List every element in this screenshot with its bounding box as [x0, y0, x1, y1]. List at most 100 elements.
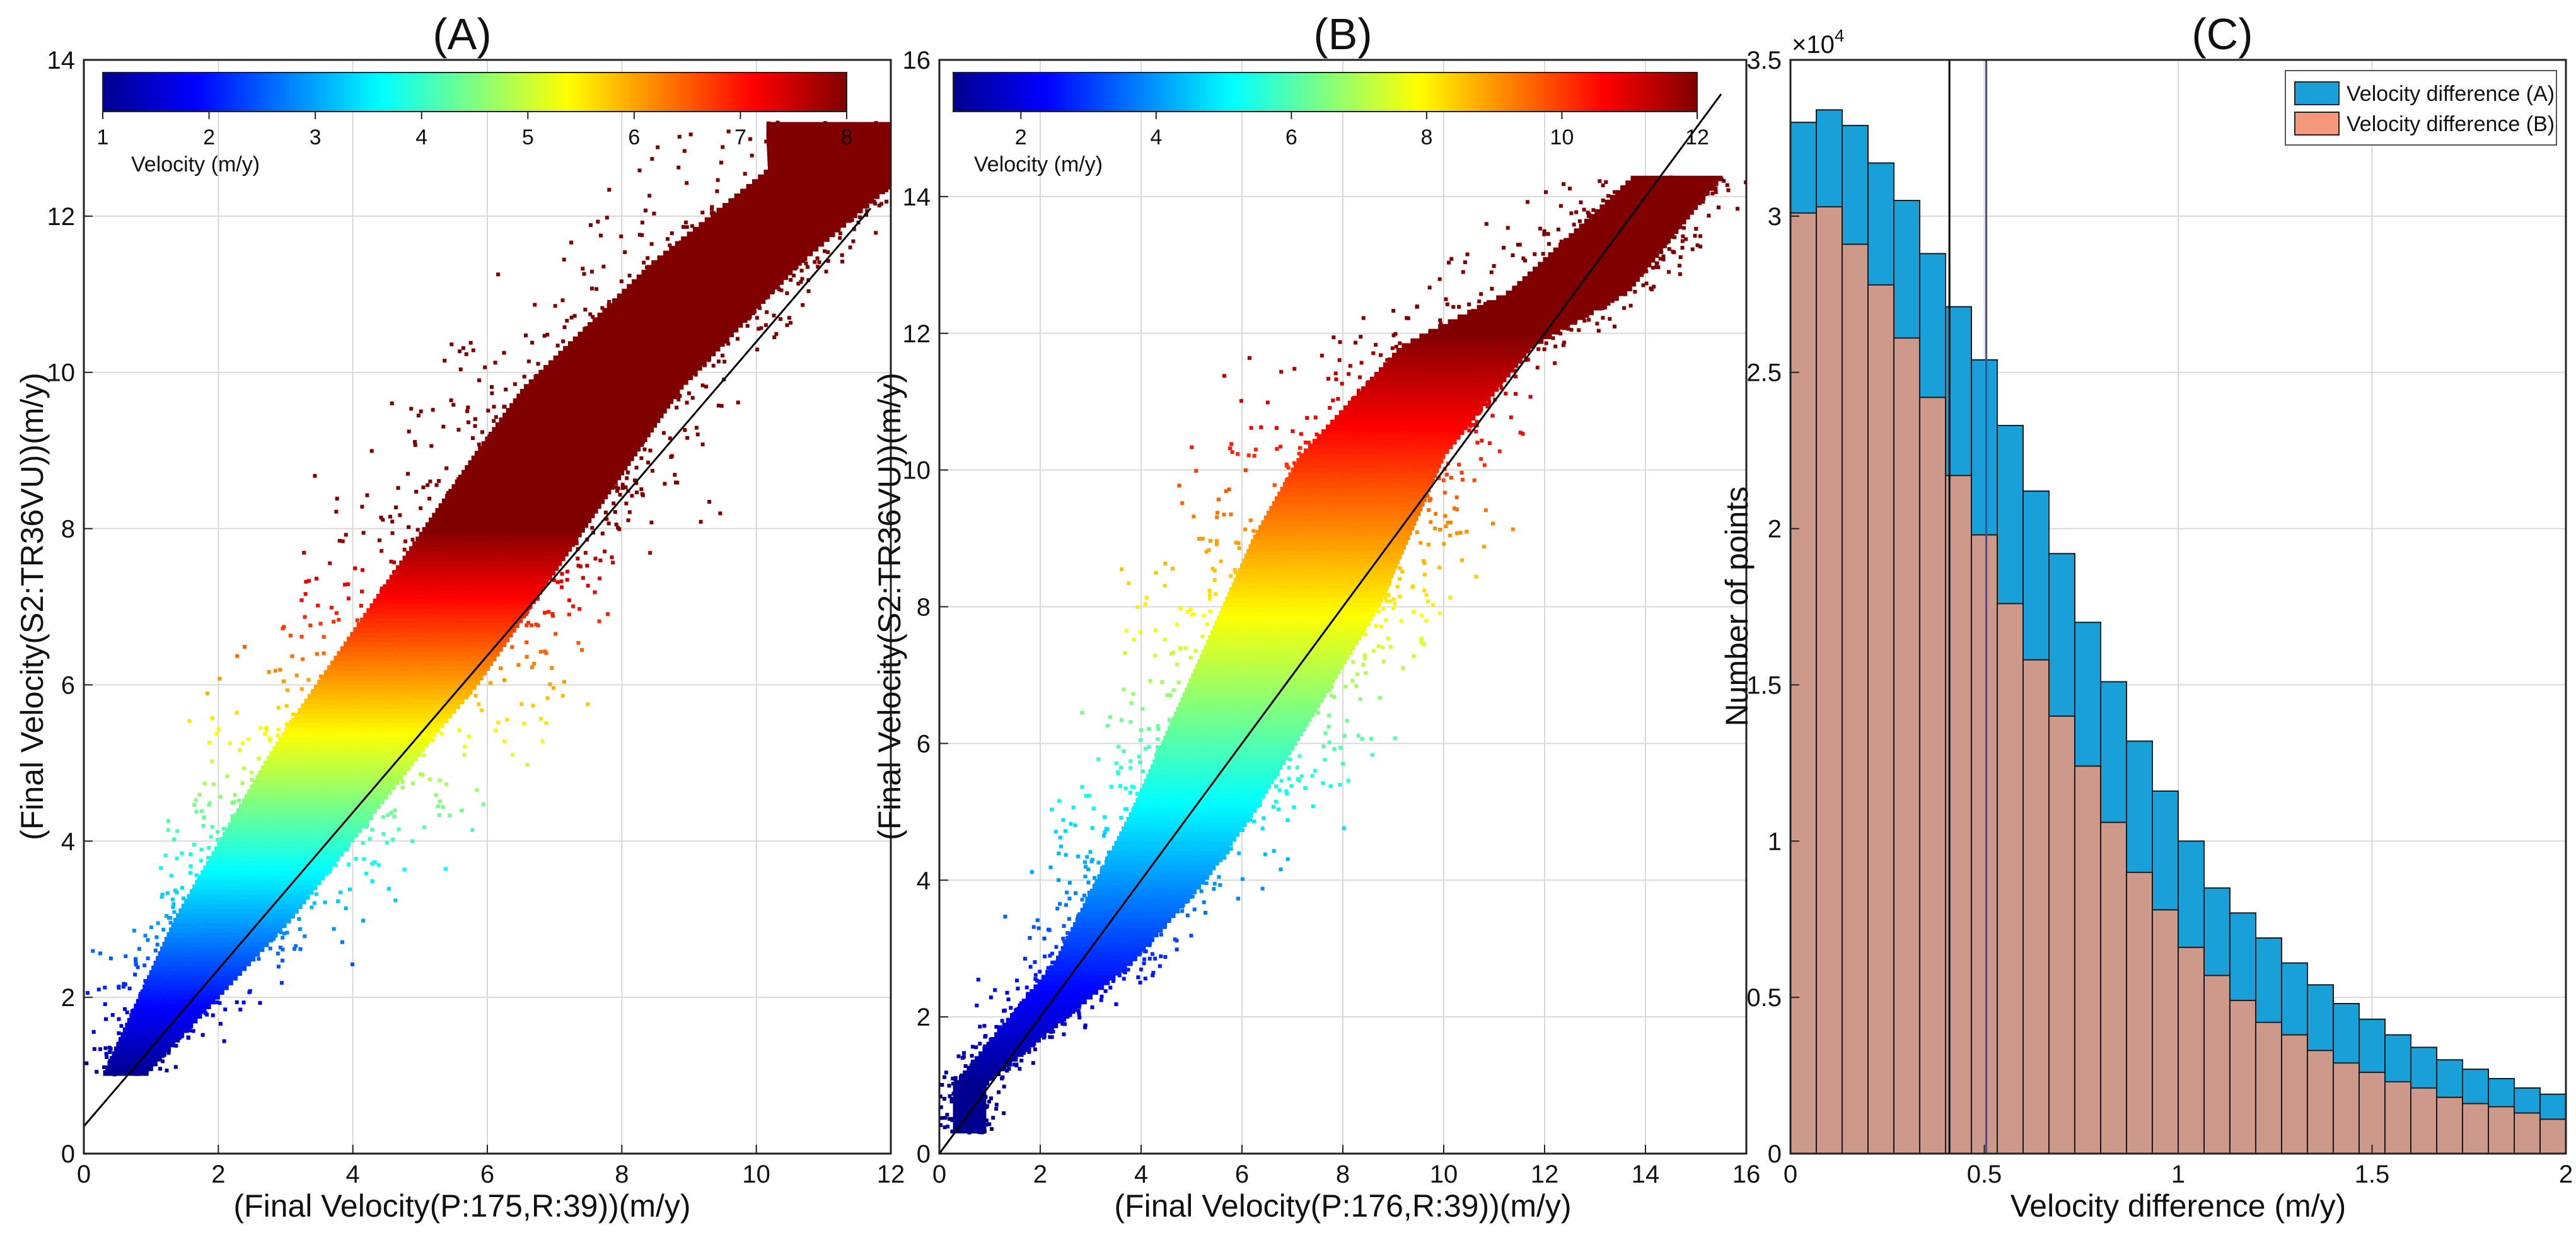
scatter-point	[668, 436, 672, 441]
scatter-point	[614, 523, 618, 527]
scatter-point	[796, 282, 801, 286]
scatter-point	[792, 274, 796, 278]
scatter-point	[1628, 274, 1632, 278]
scatter-point	[1106, 850, 1111, 855]
cloud-band	[1401, 343, 1536, 349]
scatter-point	[947, 1084, 951, 1088]
scatter-point	[192, 951, 197, 955]
scatter-point	[1222, 743, 1226, 748]
scatter-point	[840, 259, 845, 263]
scatter-point	[755, 287, 759, 291]
scatter-point	[1297, 446, 1302, 450]
scatter-point	[1309, 623, 1314, 628]
scatter-point	[646, 380, 651, 385]
scatter-point	[1164, 872, 1169, 876]
scatter-point	[769, 141, 774, 146]
scatter-point	[368, 739, 373, 743]
scatter-point	[1168, 744, 1173, 749]
scatter-point	[642, 303, 647, 308]
scatter-point	[285, 688, 289, 692]
scatter-point	[327, 870, 332, 874]
scatter-point	[1484, 316, 1488, 320]
scatter-point	[1299, 598, 1303, 602]
scatter-point	[640, 424, 644, 428]
scatter-point	[437, 478, 441, 483]
cloud-band	[136, 999, 216, 1005]
scatter-point	[188, 871, 192, 875]
scatter-point	[1076, 914, 1081, 918]
scatter-point	[647, 376, 651, 380]
scatter-point	[559, 414, 564, 418]
scatter-point	[521, 522, 525, 526]
scatter-point	[137, 1039, 141, 1043]
scatter-point	[1474, 574, 1478, 579]
scatter-point	[608, 415, 612, 420]
cloud-band	[1383, 362, 1519, 368]
scatter-point	[1527, 339, 1531, 343]
scatter-point	[487, 434, 492, 439]
scatter-point	[583, 550, 588, 555]
scatter-point	[349, 695, 354, 700]
scatter-point	[940, 1083, 944, 1087]
scatter-point	[298, 774, 303, 779]
scatter-point	[1430, 451, 1435, 456]
scatter-point	[245, 925, 250, 929]
scatter-point	[961, 1128, 965, 1133]
cloud-band	[763, 170, 891, 175]
scatter-point	[1028, 964, 1033, 969]
scatter-point	[801, 303, 805, 307]
scatter-point	[1151, 777, 1155, 781]
scatter-point	[1528, 395, 1533, 399]
scatter-point	[442, 586, 446, 591]
scatter-point	[538, 649, 543, 654]
scatter-point	[763, 170, 768, 174]
scatter-point	[743, 292, 747, 297]
scatter-point	[328, 681, 332, 685]
scatter-point	[1312, 444, 1316, 449]
scatter-point	[1266, 772, 1270, 776]
scatter-point	[1346, 650, 1350, 654]
scatter-point	[823, 213, 828, 217]
scatter-point	[413, 731, 417, 735]
scatter-point	[211, 857, 216, 861]
scatter-point	[1407, 469, 1412, 473]
scatter-point	[643, 383, 647, 387]
scatter-point	[1296, 709, 1301, 714]
scatter-point	[328, 820, 333, 825]
scatter-point	[525, 640, 529, 644]
scatter-point	[1378, 695, 1382, 700]
scatter-point	[199, 880, 203, 884]
scatter-point	[627, 274, 632, 278]
scatter-point	[1185, 798, 1189, 802]
scatter-point	[250, 778, 254, 782]
scatter-point	[449, 617, 453, 622]
scatter-point	[501, 557, 506, 562]
scatter-point	[499, 430, 503, 434]
scatter-point	[1016, 1007, 1021, 1011]
scatter-point	[200, 893, 204, 898]
scatter-point	[535, 596, 540, 601]
scatter-point	[122, 1067, 126, 1072]
scatter-point	[1266, 702, 1270, 707]
scatter-point	[636, 352, 641, 356]
scatter-point	[572, 501, 576, 505]
scatter-point	[298, 947, 303, 951]
scatter-point	[236, 948, 240, 953]
scatter-point	[1128, 720, 1133, 724]
scatter-point	[595, 459, 600, 463]
scatter-point	[755, 297, 759, 301]
scatter-point	[1422, 450, 1427, 454]
scatter-point	[1361, 432, 1365, 437]
scatter-point	[779, 279, 783, 283]
scatter-point	[1062, 1017, 1067, 1022]
scatter-point	[171, 932, 175, 936]
scatter-point	[368, 837, 372, 841]
scatter-point	[344, 770, 349, 774]
scatter-point	[1487, 359, 1491, 364]
cloud-band	[728, 198, 874, 204]
scatter-point	[956, 1108, 960, 1112]
scatter-point	[455, 606, 460, 611]
scatter-point	[475, 627, 479, 632]
scatter-point	[221, 838, 226, 843]
scatter-point	[150, 1047, 154, 1051]
